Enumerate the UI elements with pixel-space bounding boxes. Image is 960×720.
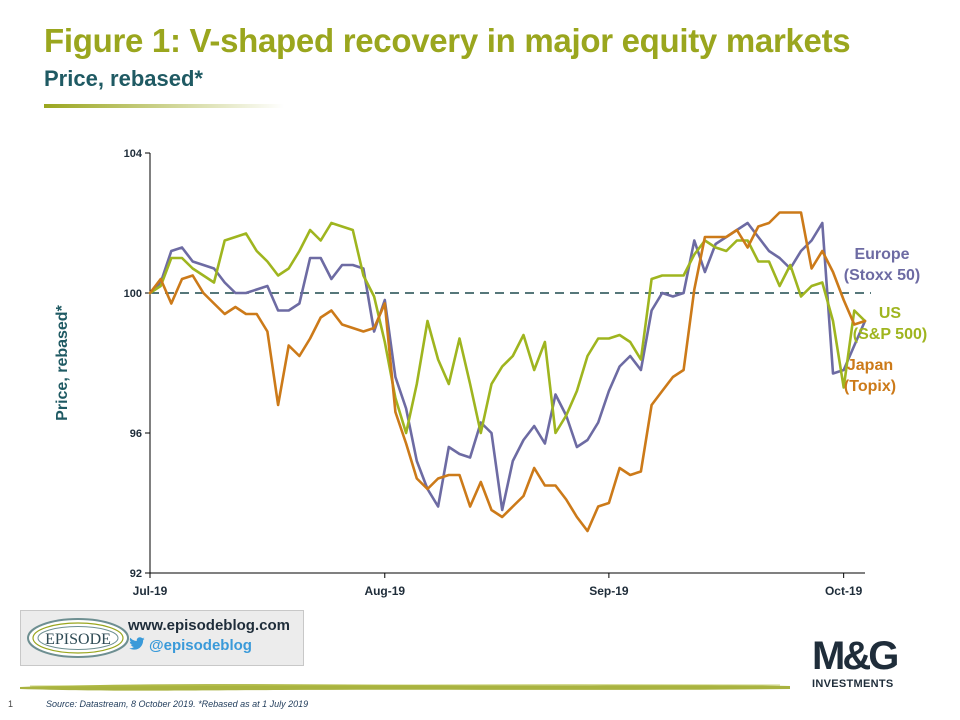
mg-logo: M&G: [812, 634, 899, 678]
series-label: US: [879, 305, 902, 322]
x-tick-label: Sep-19: [589, 584, 629, 598]
twitter-icon: [129, 637, 145, 650]
title-underline: [44, 104, 284, 108]
y-tick-label: 104: [124, 148, 143, 160]
twitter-handle: @episodeblog: [149, 637, 252, 654]
episode-badge-icon: EPISODE: [27, 618, 129, 658]
blog-url[interactable]: www.episodeblog.com: [128, 617, 290, 634]
y-tick-label: 96: [130, 428, 142, 440]
page-number: 1: [8, 699, 14, 709]
series-line: [148, 211, 867, 533]
chart-title: Figure 1: V-shaped recovery in major equ…: [44, 22, 851, 59]
series-label: (Topix): [844, 378, 896, 395]
x-tick-label: Aug-19: [364, 584, 405, 598]
mg-logo-subtitle: INVESTMENTS: [812, 678, 894, 690]
series-line: [148, 221, 867, 435]
brush-stroke-divider: [20, 684, 790, 691]
y-tick-label: 100: [124, 288, 142, 300]
y-axis-label: Price, rebased*: [54, 304, 71, 420]
series-label: (Stoxx 50): [844, 267, 920, 284]
y-tick-label: 92: [130, 568, 142, 580]
series-line: [148, 221, 867, 512]
chart-series: [148, 211, 867, 533]
series-label: Japan: [847, 357, 893, 374]
episode-logo-panel: EPISODE: [20, 610, 304, 666]
source-note: Source: Datastream, 8 October 2019. *Reb…: [46, 699, 309, 709]
x-tick-label: Oct-19: [825, 584, 863, 598]
episode-badge-text: EPISODE: [45, 631, 111, 648]
x-tick-label: Jul-19: [133, 584, 168, 598]
chart-labels: Europe (Stoxx 50) US (S&P 500) Japan (Topix): [844, 246, 927, 395]
series-label: (S&P 500): [853, 326, 927, 343]
chart-subtitle: Price, rebased*: [44, 66, 203, 91]
line-chart: 92 96 100 104 Jul-19 Aug-19 Sep-19 Oct-19 Price,…: [54, 148, 927, 598]
chart-axes: 92 96 100 104 Jul-19 Aug-19 Sep-19 Oct-19 Price,…: [54, 148, 871, 598]
twitter-handle-row[interactable]: @episodeblog: [128, 637, 252, 654]
series-label: Europe: [854, 246, 909, 263]
